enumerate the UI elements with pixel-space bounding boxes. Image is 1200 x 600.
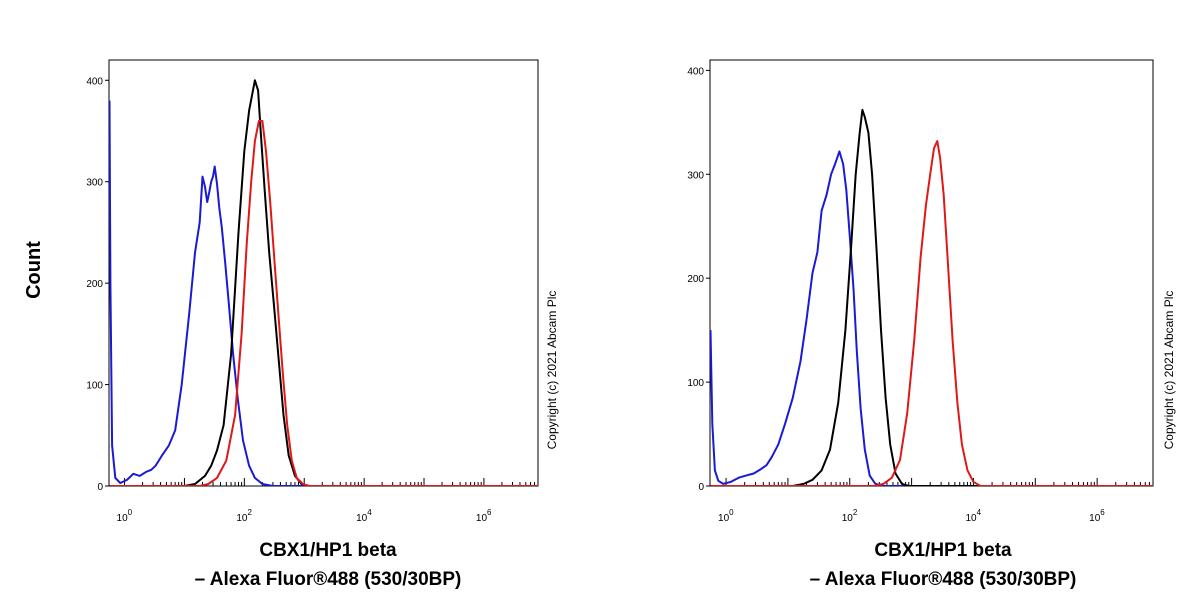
y-tick-label: 200 [86,279,103,290]
black-histogram-line [710,108,1153,486]
plot-frame [709,59,1154,487]
blue-histogram-line [109,100,538,486]
x-tick-label: 100 [117,508,133,524]
x-axis-title-line2: – Alexa Fluor®488 (530/30BP) [195,569,462,590]
blue-histogram-line [710,150,1153,486]
copyright-text: Copyright (c) 2021 Abcam Plc [545,291,559,450]
histogram-chart-left: 100 102 104 106 0 100 200 300 400 Count CBX1/HP1 b… [23,59,559,590]
x-tick-label: 106 [476,508,492,524]
red-histogram-line [710,140,1153,486]
y-tick-label: 400 [687,66,704,77]
y-tick-label: 200 [687,274,704,285]
x-tick-label: 104 [356,508,372,524]
x-tick-label: 100 [718,508,734,524]
y-tick-label: 100 [86,381,103,392]
y-tick-label: 0 [97,482,103,493]
y-axis-title: Count [23,241,45,299]
y-tick-label: 100 [687,378,704,389]
x-tick-label: 106 [1089,508,1105,524]
plot-frame [108,59,539,487]
y-tick-label: 400 [86,76,103,87]
x-tick-label: 102 [236,508,252,524]
y-tick-label: 0 [698,482,704,493]
x-axis-title-line1: CBX1/HP1 beta [874,540,1012,561]
y-tick-label: 300 [687,170,704,181]
black-histogram-line [109,79,538,486]
x-tick-label: 102 [842,508,858,524]
copyright-text: Copyright (c) 2021 Abcam Plc [1162,291,1176,450]
histogram-panel-left: 100 102 104 106 0 100 200 300 400 Count CBX1/HP1 b… [23,59,559,590]
x-axis-title-line1: CBX1/HP1 beta [259,540,397,561]
x-axis-title-line2: – Alexa Fluor®488 (530/30BP) [810,569,1077,590]
x-tick-label: 104 [965,508,981,524]
y-tick-label: 300 [86,178,103,189]
red-histogram-line [109,119,538,486]
